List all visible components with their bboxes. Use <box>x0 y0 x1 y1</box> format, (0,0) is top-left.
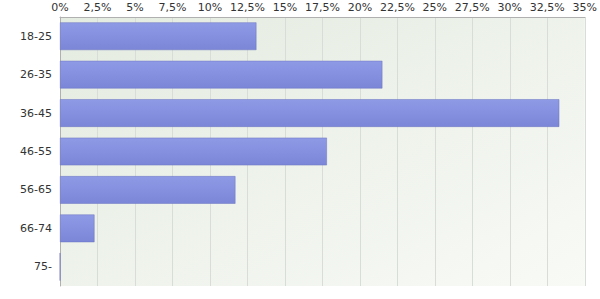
svg-text:10%: 10% <box>198 1 222 14</box>
svg-text:22,5%: 22,5% <box>380 1 415 14</box>
svg-text:56-65: 56-65 <box>20 183 52 196</box>
svg-text:30%: 30% <box>498 1 522 14</box>
svg-text:46-55: 46-55 <box>20 145 52 158</box>
svg-text:17,5%: 17,5% <box>305 1 340 14</box>
svg-text:75-: 75- <box>34 260 52 273</box>
svg-text:20%: 20% <box>348 1 372 14</box>
svg-text:66-74: 66-74 <box>20 222 52 235</box>
svg-text:26-35: 26-35 <box>20 68 52 81</box>
svg-text:25%: 25% <box>423 1 447 14</box>
svg-text:12,5%: 12,5% <box>230 1 265 14</box>
svg-text:5%: 5% <box>126 1 143 14</box>
svg-text:32,5%: 32,5% <box>530 1 565 14</box>
svg-text:2,5%: 2,5% <box>84 1 112 14</box>
svg-text:18-25: 18-25 <box>20 30 52 43</box>
svg-text:36-45: 36-45 <box>20 107 52 120</box>
svg-text:35%: 35% <box>573 1 597 14</box>
svg-text:15%: 15% <box>273 1 297 14</box>
svg-text:27,5%: 27,5% <box>455 1 490 14</box>
svg-text:7,5%: 7,5% <box>158 1 186 14</box>
svg-text:0%: 0% <box>51 1 68 14</box>
